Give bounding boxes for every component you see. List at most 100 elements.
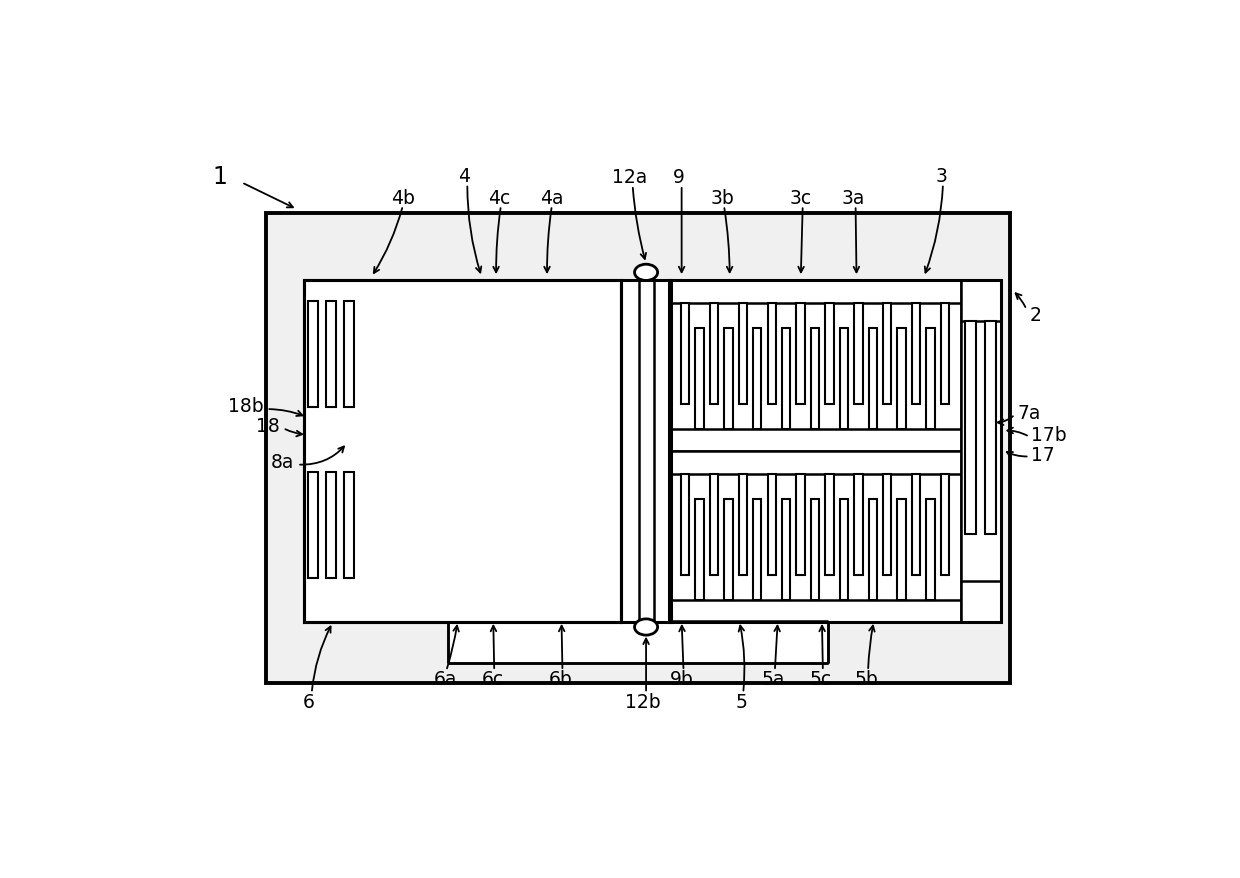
Text: 6c: 6c bbox=[482, 669, 505, 688]
Bar bbox=[441, 500, 450, 601]
Bar bbox=[601, 474, 610, 575]
Bar bbox=[304, 281, 358, 452]
Text: 4a: 4a bbox=[541, 189, 564, 208]
Bar bbox=[782, 328, 790, 429]
Bar bbox=[601, 303, 610, 405]
Bar bbox=[670, 452, 961, 623]
Text: 18: 18 bbox=[257, 417, 280, 436]
Bar bbox=[398, 474, 407, 575]
Bar bbox=[500, 500, 508, 601]
Bar bbox=[448, 622, 828, 663]
Bar bbox=[383, 500, 392, 601]
Bar bbox=[558, 328, 567, 429]
Bar bbox=[456, 474, 465, 575]
Bar bbox=[398, 303, 407, 405]
Bar bbox=[543, 303, 552, 405]
Bar bbox=[670, 281, 1001, 623]
Bar bbox=[304, 281, 621, 623]
Bar bbox=[941, 474, 949, 575]
Text: 18b: 18b bbox=[228, 397, 264, 415]
Text: 8a: 8a bbox=[272, 453, 294, 471]
Bar bbox=[724, 328, 733, 429]
Bar bbox=[485, 303, 494, 405]
Text: 7a: 7a bbox=[1017, 404, 1040, 422]
Bar bbox=[485, 474, 494, 575]
Bar bbox=[753, 500, 761, 601]
Bar bbox=[368, 474, 377, 575]
Bar bbox=[768, 303, 776, 405]
Bar bbox=[926, 500, 935, 601]
Bar bbox=[308, 472, 317, 579]
Bar bbox=[304, 281, 621, 623]
Bar bbox=[358, 452, 621, 623]
Bar bbox=[739, 474, 746, 575]
Bar bbox=[724, 500, 733, 601]
Bar bbox=[739, 303, 746, 405]
Bar bbox=[681, 303, 689, 405]
Bar bbox=[768, 474, 776, 575]
Text: 5: 5 bbox=[735, 692, 748, 711]
Bar bbox=[868, 500, 877, 601]
Text: 5c: 5c bbox=[810, 669, 832, 688]
Bar bbox=[529, 500, 537, 601]
Bar bbox=[941, 303, 949, 405]
Text: 12b: 12b bbox=[625, 692, 661, 711]
Bar bbox=[911, 474, 920, 575]
Bar bbox=[427, 303, 435, 405]
Text: 4: 4 bbox=[459, 167, 470, 186]
Circle shape bbox=[635, 619, 657, 636]
Bar bbox=[621, 281, 671, 623]
Bar bbox=[985, 322, 996, 535]
Bar bbox=[883, 474, 892, 575]
Bar bbox=[456, 303, 465, 405]
Bar bbox=[587, 328, 595, 429]
Bar bbox=[854, 303, 863, 405]
Bar bbox=[543, 474, 552, 575]
Bar bbox=[500, 328, 508, 429]
Text: 17b: 17b bbox=[1032, 426, 1068, 445]
Bar bbox=[681, 474, 689, 575]
Bar bbox=[573, 303, 582, 405]
Bar bbox=[471, 328, 479, 429]
Text: 4b: 4b bbox=[391, 189, 415, 208]
Text: 1: 1 bbox=[213, 164, 228, 189]
Bar bbox=[383, 328, 392, 429]
Text: 3c: 3c bbox=[790, 189, 812, 208]
Bar bbox=[441, 328, 450, 429]
Bar bbox=[343, 472, 353, 579]
Bar bbox=[826, 303, 833, 405]
Bar bbox=[413, 500, 420, 601]
Bar bbox=[558, 500, 567, 601]
Bar bbox=[529, 328, 537, 429]
Bar bbox=[587, 500, 595, 601]
Bar bbox=[898, 328, 905, 429]
Bar bbox=[868, 328, 877, 429]
Bar bbox=[308, 302, 317, 408]
Circle shape bbox=[635, 265, 657, 281]
Text: 4c: 4c bbox=[487, 189, 510, 208]
Bar bbox=[358, 281, 621, 452]
Bar bbox=[839, 500, 848, 601]
Bar bbox=[265, 213, 1011, 683]
Bar bbox=[854, 474, 863, 575]
Bar bbox=[326, 472, 336, 579]
Bar bbox=[965, 322, 976, 535]
Bar bbox=[413, 328, 420, 429]
Bar bbox=[811, 328, 820, 429]
Bar bbox=[782, 500, 790, 601]
Text: 6b: 6b bbox=[548, 669, 573, 688]
Bar bbox=[796, 474, 805, 575]
Bar bbox=[898, 500, 905, 601]
Text: 9b: 9b bbox=[670, 669, 693, 688]
Bar bbox=[515, 303, 523, 405]
Bar bbox=[326, 302, 336, 408]
Bar bbox=[696, 328, 704, 429]
Text: 3a: 3a bbox=[842, 189, 866, 208]
Bar bbox=[696, 500, 704, 601]
Bar bbox=[343, 302, 353, 408]
Text: 9: 9 bbox=[673, 169, 684, 187]
Bar bbox=[839, 328, 848, 429]
Bar bbox=[573, 474, 582, 575]
Text: 5b: 5b bbox=[854, 669, 878, 688]
Text: 6a: 6a bbox=[434, 669, 456, 688]
